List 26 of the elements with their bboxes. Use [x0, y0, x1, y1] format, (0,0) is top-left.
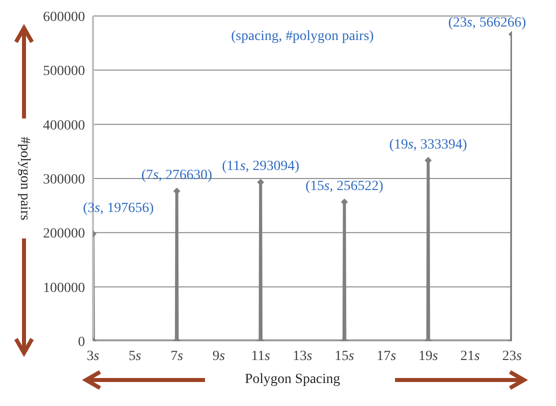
x-tick-label: 9s [212, 349, 226, 364]
annotation: (11s, 293094) [222, 159, 300, 174]
y-tick-label: 0 [78, 334, 85, 350]
annotation: (15s, 256522) [306, 179, 384, 194]
x-tick-label: 21s [460, 349, 480, 364]
x-tick-label: 13s [292, 349, 313, 364]
y-tick-label: 500000 [43, 64, 85, 80]
x-tick-label: 17s [376, 349, 397, 364]
annotation: (spacing, #polygon pairs) [231, 29, 374, 44]
x-tick-label: 15s [334, 349, 355, 364]
x-axis-title: Polygon Spacing [244, 372, 340, 388]
x-tick-label: 23s [502, 349, 522, 364]
x-tick-label: 7s [170, 349, 184, 364]
y-tick-label: 200000 [43, 226, 85, 242]
y-tick-label: 400000 [43, 118, 85, 134]
x-tick-label: 5s [128, 349, 142, 364]
annotation: (3s, 197656) [83, 200, 154, 216]
x-tick-label: 11s [251, 349, 271, 364]
y-axis-title: #polygon pairs [16, 136, 32, 220]
x-tick-label: 19s [418, 349, 438, 364]
y-tick-label: 300000 [43, 172, 85, 188]
y-tick-label: 100000 [43, 280, 85, 296]
y-tick-label: 600000 [43, 10, 85, 25]
annotation: (23s, 566266) [448, 15, 526, 30]
annotation: (19s, 333394) [389, 137, 468, 152]
x-tick-label: 3s [86, 349, 100, 364]
